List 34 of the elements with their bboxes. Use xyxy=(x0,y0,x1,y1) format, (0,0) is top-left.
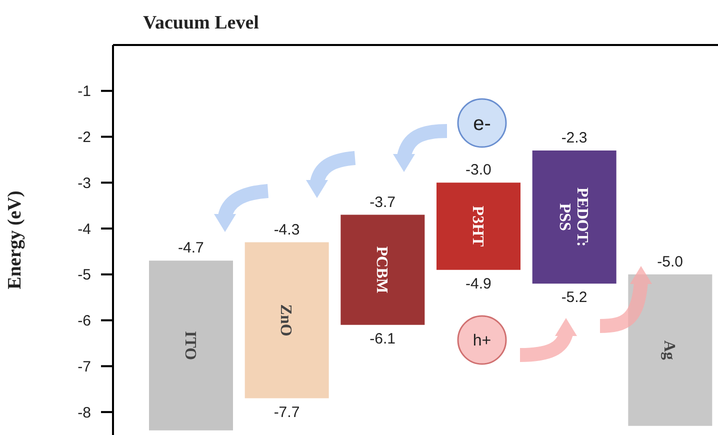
annotation: -2.3 xyxy=(561,130,588,147)
annotation: -4.3 xyxy=(274,221,300,238)
bar xyxy=(436,182,520,270)
y-tick-label: -1 xyxy=(78,83,91,100)
x-tick-label: P3HT xyxy=(468,206,486,248)
y-tick-label: -3 xyxy=(78,174,91,192)
bar xyxy=(244,242,329,398)
y-axis-title: Energy (eV) xyxy=(4,190,26,290)
x-tick-label: PEDOT:PSS xyxy=(556,187,591,247)
annotation: -5.2 xyxy=(561,289,588,306)
ref-line-label: Vacuum Level xyxy=(143,12,259,34)
bar xyxy=(149,260,233,430)
annotation: e- xyxy=(473,113,491,135)
annotation: -6.1 xyxy=(370,330,396,348)
y-tick-label: -6 xyxy=(78,312,91,330)
x-tick-label: Ag xyxy=(660,340,678,360)
y-tick-label: -4 xyxy=(78,220,91,238)
annotation: -3.0 xyxy=(465,162,492,179)
bar xyxy=(532,150,616,284)
annotation: -5.0 xyxy=(657,253,684,270)
annotation: -4.7 xyxy=(178,240,204,257)
y-tick-label: -8 xyxy=(78,404,91,422)
x-tick-label: ITO xyxy=(181,331,198,360)
y-tick-label: -5 xyxy=(78,266,91,284)
x-tick-label: PCBM xyxy=(373,246,390,294)
x-tick-label: ZnO xyxy=(277,304,294,336)
annotation: h+ xyxy=(472,332,492,350)
bar xyxy=(628,274,712,426)
y-tick-label: -2 xyxy=(78,129,91,146)
annotation: -3.7 xyxy=(370,194,396,211)
y-tick-label: -7 xyxy=(78,358,91,376)
bar xyxy=(340,214,425,325)
annotation: -7.7 xyxy=(274,404,300,421)
annotation: -4.9 xyxy=(465,275,492,292)
